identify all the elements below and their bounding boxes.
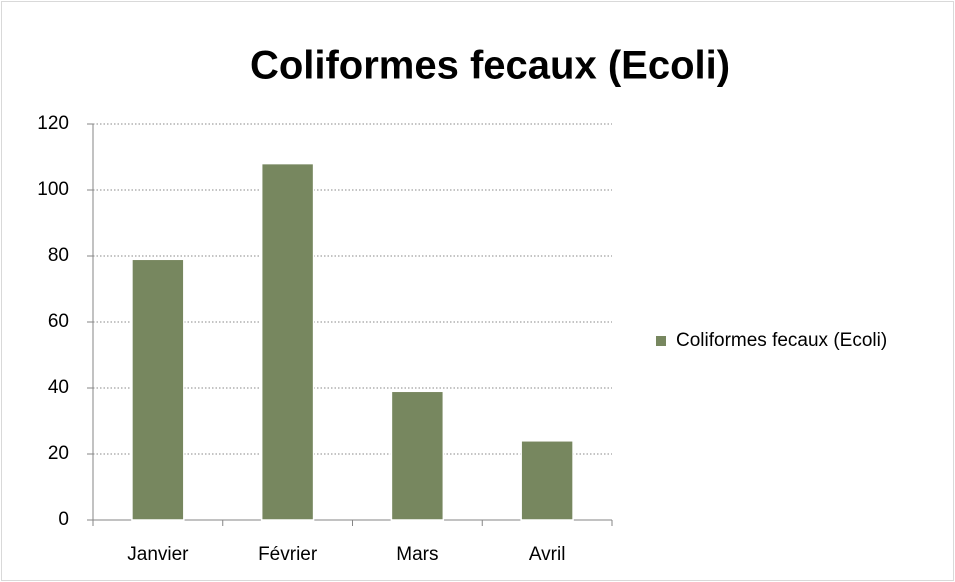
y-tick-label: 60 bbox=[48, 311, 69, 332]
x-tick-label: Mars bbox=[396, 544, 438, 565]
legend-label: Coliformes fecaux (Ecoli) bbox=[676, 330, 887, 351]
y-tick-label: 0 bbox=[58, 509, 69, 530]
y-tick-label: 80 bbox=[48, 245, 69, 266]
x-tick-label: Janvier bbox=[127, 544, 189, 565]
y-tick-label: 20 bbox=[48, 443, 69, 464]
y-tick-label: 40 bbox=[48, 377, 69, 398]
chart-title: Coliformes fecaux (Ecoli) bbox=[250, 44, 730, 88]
bar bbox=[260, 162, 315, 521]
bar bbox=[131, 258, 185, 521]
bar bbox=[520, 440, 574, 521]
y-tick-label: 100 bbox=[37, 179, 69, 200]
legend-swatch bbox=[656, 336, 666, 346]
x-tick-label: Février bbox=[258, 544, 318, 565]
bar bbox=[390, 390, 445, 521]
y-tick-label: 120 bbox=[37, 113, 69, 134]
x-tick-label: Avril bbox=[529, 544, 566, 565]
